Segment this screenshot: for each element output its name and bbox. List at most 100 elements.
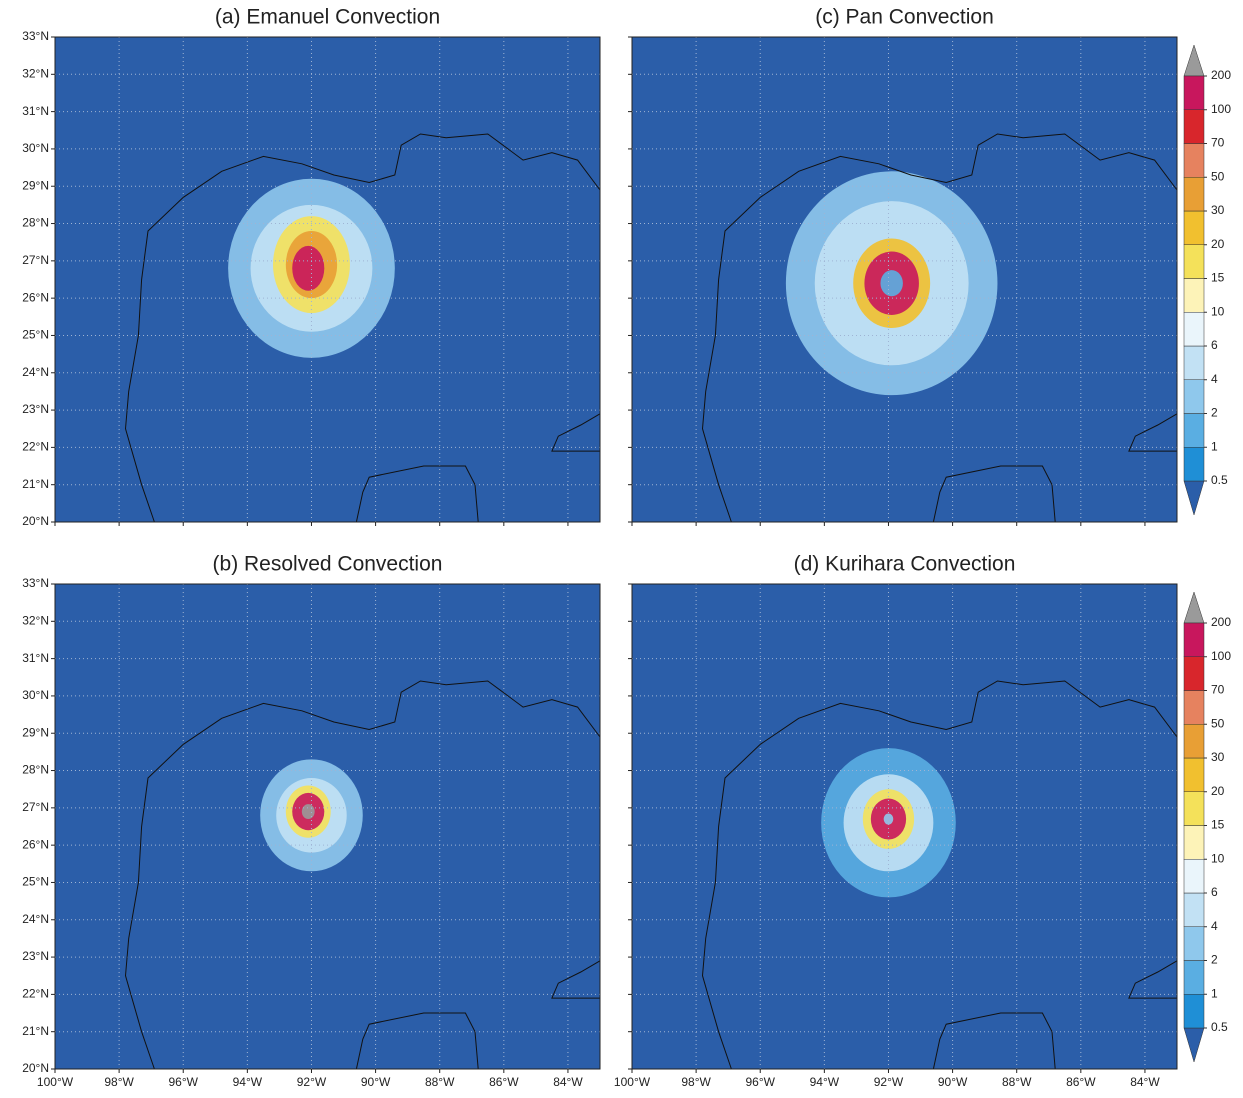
colorbar-over	[1183, 591, 1205, 624]
lon-tick-label: 84°W	[553, 1075, 583, 1089]
coastline	[1128, 413, 1178, 452]
colorbar-swatch	[1183, 379, 1205, 414]
colorbar-swatch	[1183, 278, 1205, 313]
lon-tick-label: 94°W	[233, 1075, 263, 1089]
lon-tick-label: 86°W	[489, 1075, 519, 1089]
coastline	[701, 133, 1178, 523]
colorbar-label: 70	[1211, 136, 1225, 150]
coastline	[355, 465, 479, 523]
colorbar-label: 0.5	[1211, 1020, 1228, 1034]
lon-tick-label: 92°W	[297, 1075, 327, 1089]
lon-tick-label: 100°W	[37, 1075, 74, 1089]
panel-title: (b) Resolved Convection	[213, 553, 443, 576]
lat-tick-label: 33°N	[22, 576, 49, 590]
convection-contour	[880, 270, 903, 297]
coastline	[551, 413, 601, 452]
lat-tick-label: 26°N	[22, 290, 49, 304]
lat-tick-label: 26°N	[22, 837, 49, 851]
colorbar-label: 6	[1211, 338, 1218, 352]
colorbar-swatch	[1183, 622, 1205, 657]
colorbar-swatch	[1183, 447, 1205, 482]
coastline	[355, 1012, 479, 1070]
colorbar-swatch	[1183, 791, 1205, 826]
lat-tick-label: 20°N	[22, 1061, 49, 1075]
lon-tick-label: 90°W	[938, 1075, 968, 1089]
colorbar: 0.5 1 2 4 6 10 15 20 30 50 70 100 200	[1183, 591, 1231, 1063]
coastline	[932, 465, 1056, 523]
colorbar-label: 100	[1211, 649, 1231, 663]
colorbar-label: 15	[1211, 271, 1225, 285]
lon-tick-label: 98°W	[681, 1075, 711, 1089]
colorbar-label: 10	[1211, 304, 1225, 318]
map-panel: 100°W 98°W 96°W 94°W 92°W 90°W 88°W 86°W 84°W (d)…	[614, 553, 1231, 1090]
colorbar-label: 200	[1211, 68, 1231, 82]
colorbar-label: 70	[1211, 683, 1225, 697]
convection-contour	[883, 813, 894, 825]
colorbar-label: 6	[1211, 885, 1218, 899]
lat-tick-label: 20°N	[22, 514, 49, 528]
colorbar-swatch	[1183, 724, 1205, 759]
panel-frame	[631, 583, 1178, 1070]
coastline	[551, 960, 601, 999]
colorbar-label: 4	[1211, 372, 1218, 386]
colorbar-swatch	[1183, 312, 1205, 347]
lon-tick-label: 94°W	[810, 1075, 840, 1089]
coastline	[124, 680, 601, 1070]
lon-tick-label: 96°W	[168, 1075, 198, 1089]
coastline	[1128, 960, 1178, 999]
colorbar-swatch	[1183, 859, 1205, 894]
lat-tick-label: 25°N	[22, 875, 49, 889]
lon-tick-label: 84°W	[1130, 1075, 1160, 1089]
colorbar-swatch	[1183, 244, 1205, 279]
colorbar-label: 1	[1211, 439, 1218, 453]
lon-tick-label: 92°W	[874, 1075, 904, 1089]
coastline	[124, 133, 601, 523]
colorbar-swatch	[1183, 926, 1205, 961]
panel-frame	[54, 36, 601, 523]
lat-tick-label: 27°N	[22, 253, 49, 267]
colorbar-label: 100	[1211, 102, 1231, 116]
lat-tick-label: 29°N	[22, 178, 49, 192]
lon-tick-label: 90°W	[361, 1075, 391, 1089]
colorbar-swatch	[1183, 656, 1205, 691]
lat-tick-label: 27°N	[22, 800, 49, 814]
lat-tick-label: 24°N	[22, 912, 49, 926]
lat-tick-label: 31°N	[22, 651, 49, 665]
lat-tick-label: 25°N	[22, 328, 49, 342]
lat-tick-label: 33°N	[22, 29, 49, 43]
colorbar: 0.5 1 2 4 6 10 15 20 30 50 70 100 200	[1183, 44, 1231, 516]
colorbar-label: 2	[1211, 953, 1218, 967]
lat-tick-label: 23°N	[22, 949, 49, 963]
colorbar-label: 30	[1211, 750, 1225, 764]
colorbar-label: 15	[1211, 818, 1225, 832]
colorbar-swatch	[1183, 757, 1205, 792]
colorbar-label: 20	[1211, 784, 1225, 798]
panel-frame	[631, 36, 1178, 523]
colorbar-label: 200	[1211, 615, 1231, 629]
colorbar-label: 30	[1211, 203, 1225, 217]
lat-tick-label: 29°N	[22, 725, 49, 739]
colorbar-swatch	[1183, 143, 1205, 178]
coastline	[701, 680, 1178, 1070]
colorbar-label: 50	[1211, 169, 1225, 183]
convection-contour	[301, 804, 315, 820]
map-panel: (c) Pan Convection 0.5 1 2 4 6 10 15 20 30 50 70 100…	[628, 6, 1231, 526]
colorbar-swatch	[1183, 413, 1205, 448]
lat-tick-label: 22°N	[22, 987, 49, 1001]
colorbar-swatch	[1183, 345, 1205, 380]
lon-tick-label: 98°W	[104, 1075, 134, 1089]
colorbar-swatch	[1183, 994, 1205, 1029]
colorbar-label: 20	[1211, 237, 1225, 251]
colorbar-over	[1183, 44, 1205, 77]
lat-tick-label: 32°N	[22, 66, 49, 80]
colorbar-swatch	[1183, 690, 1205, 725]
lat-tick-label: 31°N	[22, 104, 49, 118]
colorbar-label: 50	[1211, 716, 1225, 730]
colorbar-label: 2	[1211, 406, 1218, 420]
lon-tick-label: 88°W	[425, 1075, 455, 1089]
colorbar-swatch	[1183, 825, 1205, 860]
map-panel: 100°W 98°W 96°W 94°W 92°W 90°W 88°W 86°W 84°W 20°…	[22, 553, 601, 1089]
lon-tick-label: 100°W	[614, 1075, 651, 1089]
lat-tick-label: 21°N	[22, 477, 49, 491]
